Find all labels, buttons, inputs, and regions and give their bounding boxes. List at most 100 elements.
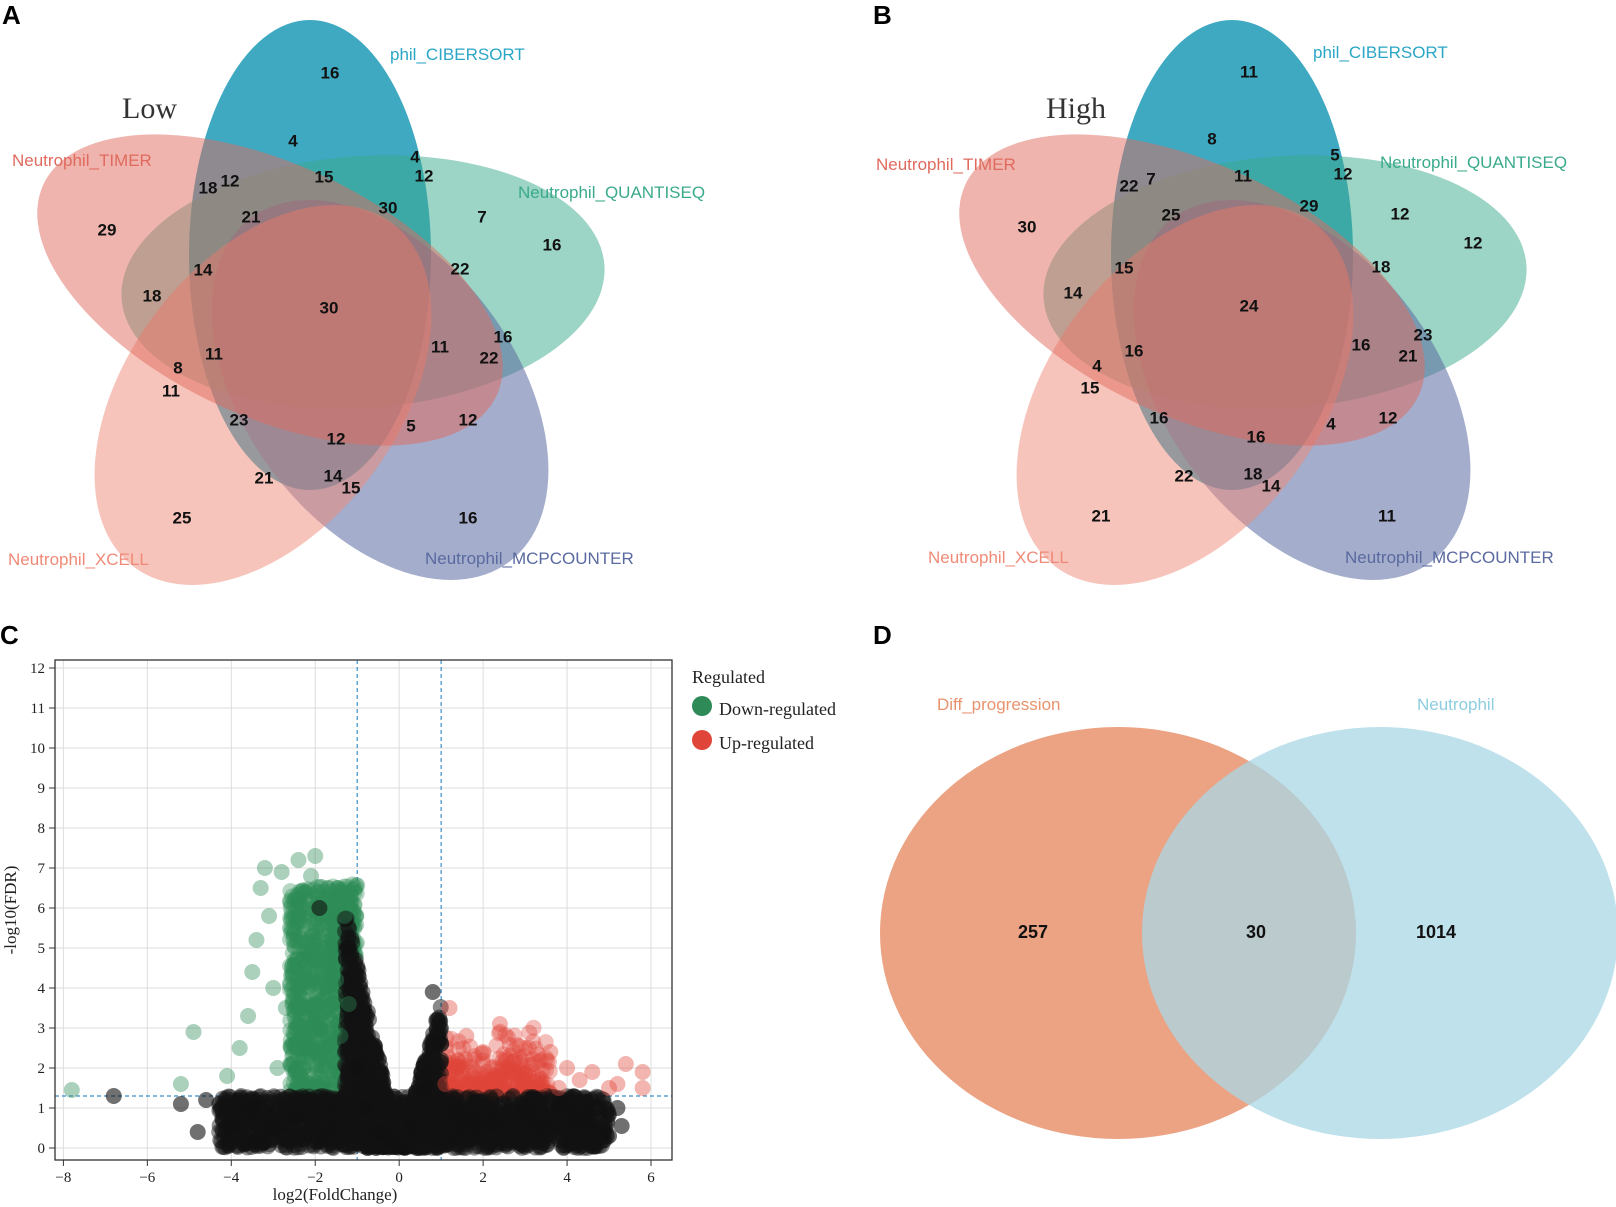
cloud-point-down — [319, 1028, 336, 1045]
label-xcell: Neutrophil_XCELL — [928, 548, 1069, 567]
cloud-point-down — [291, 1016, 308, 1033]
cloud-point-down — [295, 1006, 312, 1023]
cloud-point-down — [340, 891, 357, 908]
cloud-point-down — [345, 881, 362, 898]
cloud-point-down — [322, 1046, 339, 1063]
cloud-point-down — [321, 972, 338, 989]
cloud-point-down — [296, 998, 313, 1015]
region-count: 12 — [1391, 204, 1410, 223]
cloud-point-down — [308, 1043, 325, 1060]
cloud-point-down — [298, 972, 315, 989]
cloud-point-down — [284, 1035, 301, 1052]
data-point-up — [559, 1060, 576, 1076]
cloud-point-ns — [570, 1132, 587, 1149]
cloud-point-down — [343, 895, 360, 912]
cloud-point-down — [290, 893, 307, 910]
cloud-point-down — [294, 1056, 311, 1073]
cloud-point-down — [312, 1021, 329, 1038]
label-mcpcounter: Neutrophil_MCPCOUNTER — [1345, 548, 1554, 567]
cloud-point-down — [310, 1043, 327, 1060]
cloud-point-down — [321, 946, 338, 963]
cloud-point-down — [296, 966, 313, 983]
cloud-point-ns — [338, 1081, 355, 1098]
region-count: 15 — [342, 478, 361, 497]
cloud-point-down — [309, 953, 326, 970]
cloud-point-down — [301, 999, 318, 1016]
cloud-point-down — [288, 1035, 305, 1052]
cloud-point-down — [310, 1022, 327, 1039]
cloud-point-down — [296, 1059, 313, 1076]
region-count: 24 — [1240, 296, 1259, 315]
cloud-point-down — [299, 881, 316, 898]
cloud-point-ns — [239, 1135, 256, 1152]
data-point-up — [617, 1056, 634, 1072]
cloud-point-down — [300, 943, 317, 960]
cloud-point-down — [292, 1078, 309, 1095]
region-count: 16 — [321, 63, 340, 82]
cloud-point-down — [322, 963, 339, 980]
cloud-point-down — [325, 979, 342, 996]
cloud-point-down — [323, 947, 340, 964]
cloud-point-down — [292, 1012, 309, 1029]
data-point-down — [256, 860, 273, 876]
cloud-point-down — [306, 930, 323, 947]
cloud-point-down — [298, 947, 315, 964]
cloud-point-down — [324, 906, 341, 923]
cloud-point-down — [295, 967, 312, 984]
label-quantiseq: Neutrophil_QUANTISEQ — [1380, 153, 1567, 172]
cloud-point-down — [311, 982, 328, 999]
cloud-point-down — [339, 897, 356, 914]
cloud-point-down — [285, 927, 302, 944]
cloud-point-down — [287, 1061, 304, 1078]
data-point-down — [324, 1072, 341, 1088]
x-tick-label: 6 — [647, 1170, 655, 1186]
label-cibersort: phil_CIBERSORT — [390, 45, 525, 64]
cloud-point-down — [307, 922, 324, 939]
data-point-ns — [424, 984, 441, 1000]
cloud-point-down — [294, 1075, 311, 1092]
cloud-point-down — [291, 964, 308, 981]
cloud-point-down — [283, 924, 300, 941]
cloud-point-down — [292, 891, 309, 908]
cloud-point-down — [320, 1050, 337, 1067]
cloud-point-down — [301, 932, 318, 949]
cloud-point-down — [299, 900, 316, 917]
cloud-point-down — [284, 963, 301, 980]
region-count: 4 — [288, 131, 298, 150]
cloud-point-down — [285, 1024, 302, 1041]
cloud-point-down — [289, 1017, 306, 1034]
cloud-point-down — [304, 927, 321, 944]
x-axis-label: log2(FoldChange) — [273, 1185, 398, 1204]
cloud-point-down — [333, 883, 350, 900]
cloud-point-down — [300, 945, 317, 962]
data-point-down — [172, 1076, 189, 1092]
cloud-point-down — [324, 1053, 341, 1070]
cloud-point-down — [312, 1003, 329, 1020]
region-count: 11 — [431, 337, 449, 356]
data-point-down — [336, 908, 353, 924]
region-count: 25 — [1162, 205, 1181, 224]
cloud-point-down — [311, 1079, 328, 1096]
data-point-ns — [483, 1116, 500, 1132]
data-point-up — [458, 1028, 475, 1044]
cloud-point-down — [295, 1077, 312, 1094]
cloud-point-down — [303, 997, 320, 1014]
data-point-down — [298, 1040, 315, 1056]
cloud-point-down — [284, 966, 301, 983]
cloud-point-down — [288, 1059, 305, 1076]
cloud-point-down — [315, 940, 332, 957]
cloud-point-down — [313, 1022, 330, 1039]
cloud-point-down — [297, 1032, 314, 1049]
cloud-point-down — [306, 1012, 323, 1029]
cloud-point-down — [321, 1047, 338, 1064]
region-count: 4 — [1092, 356, 1102, 375]
cloud-point-down — [310, 883, 327, 900]
cloud-point-down — [284, 969, 301, 986]
cloud-point-down — [320, 949, 337, 966]
cloud-point-down — [294, 1017, 311, 1034]
cloud-point-down — [323, 930, 340, 947]
x-tick-label: −6 — [139, 1170, 155, 1186]
cloud-point-down — [295, 1033, 312, 1050]
cloud-point-down — [302, 1031, 319, 1048]
